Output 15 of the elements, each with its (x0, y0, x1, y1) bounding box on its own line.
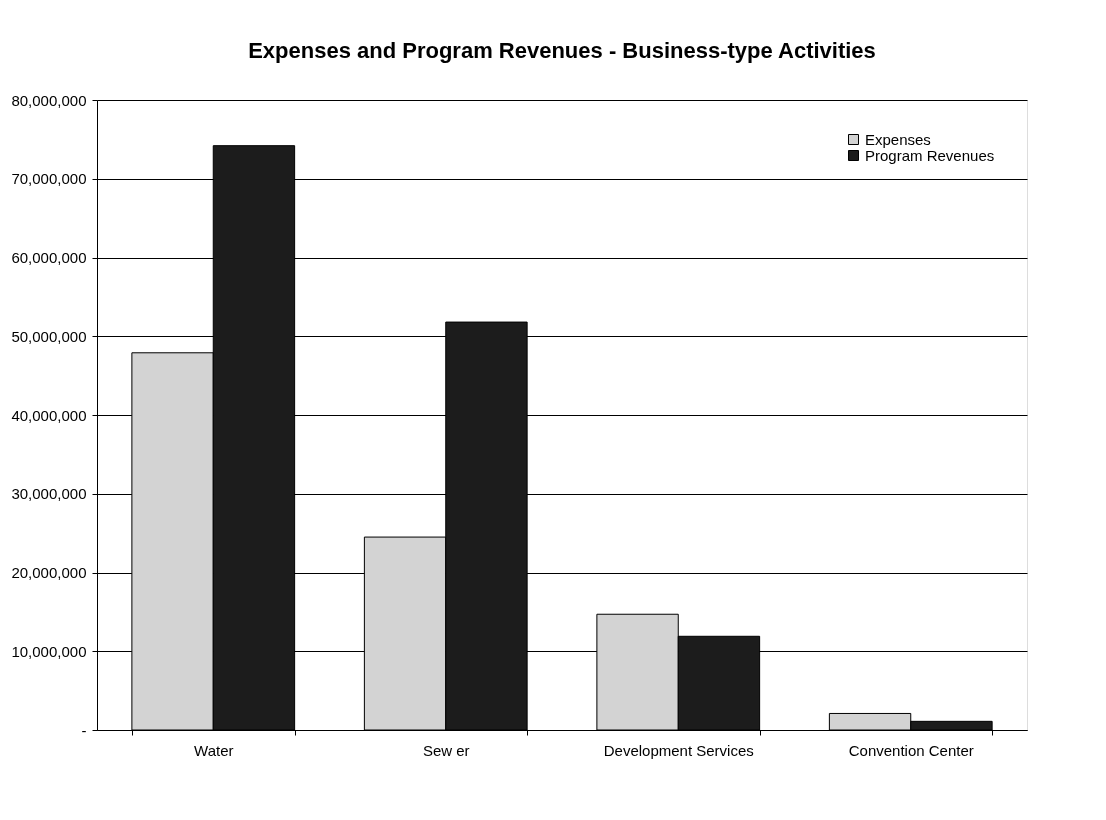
y-tick-label: 20,000,000 (11, 564, 87, 581)
legend-label: Expenses (865, 130, 931, 148)
y-tick-label: 10,000,000 (11, 642, 87, 660)
y-tick-label: 40,000,000 (11, 406, 87, 424)
x-tick-label: Sew er (422, 741, 470, 759)
y-tick-label: 30,000,000 (11, 485, 87, 503)
y-tick-label: - (81, 721, 87, 739)
y-tick-label: 70,000,000 (11, 170, 87, 188)
y-tick-label: 50,000,000 (11, 327, 87, 345)
y-tick-label: 80,000,000 (11, 91, 87, 109)
x-tick-label: Water (194, 741, 234, 759)
x-tick-label: Convention Center (848, 741, 974, 759)
chart-title: Expenses and Program Revenues - Business-type Activities (248, 38, 876, 63)
x-tick-label: Development Services (603, 741, 754, 759)
y-tick-label: 60,000,000 (11, 249, 87, 266)
